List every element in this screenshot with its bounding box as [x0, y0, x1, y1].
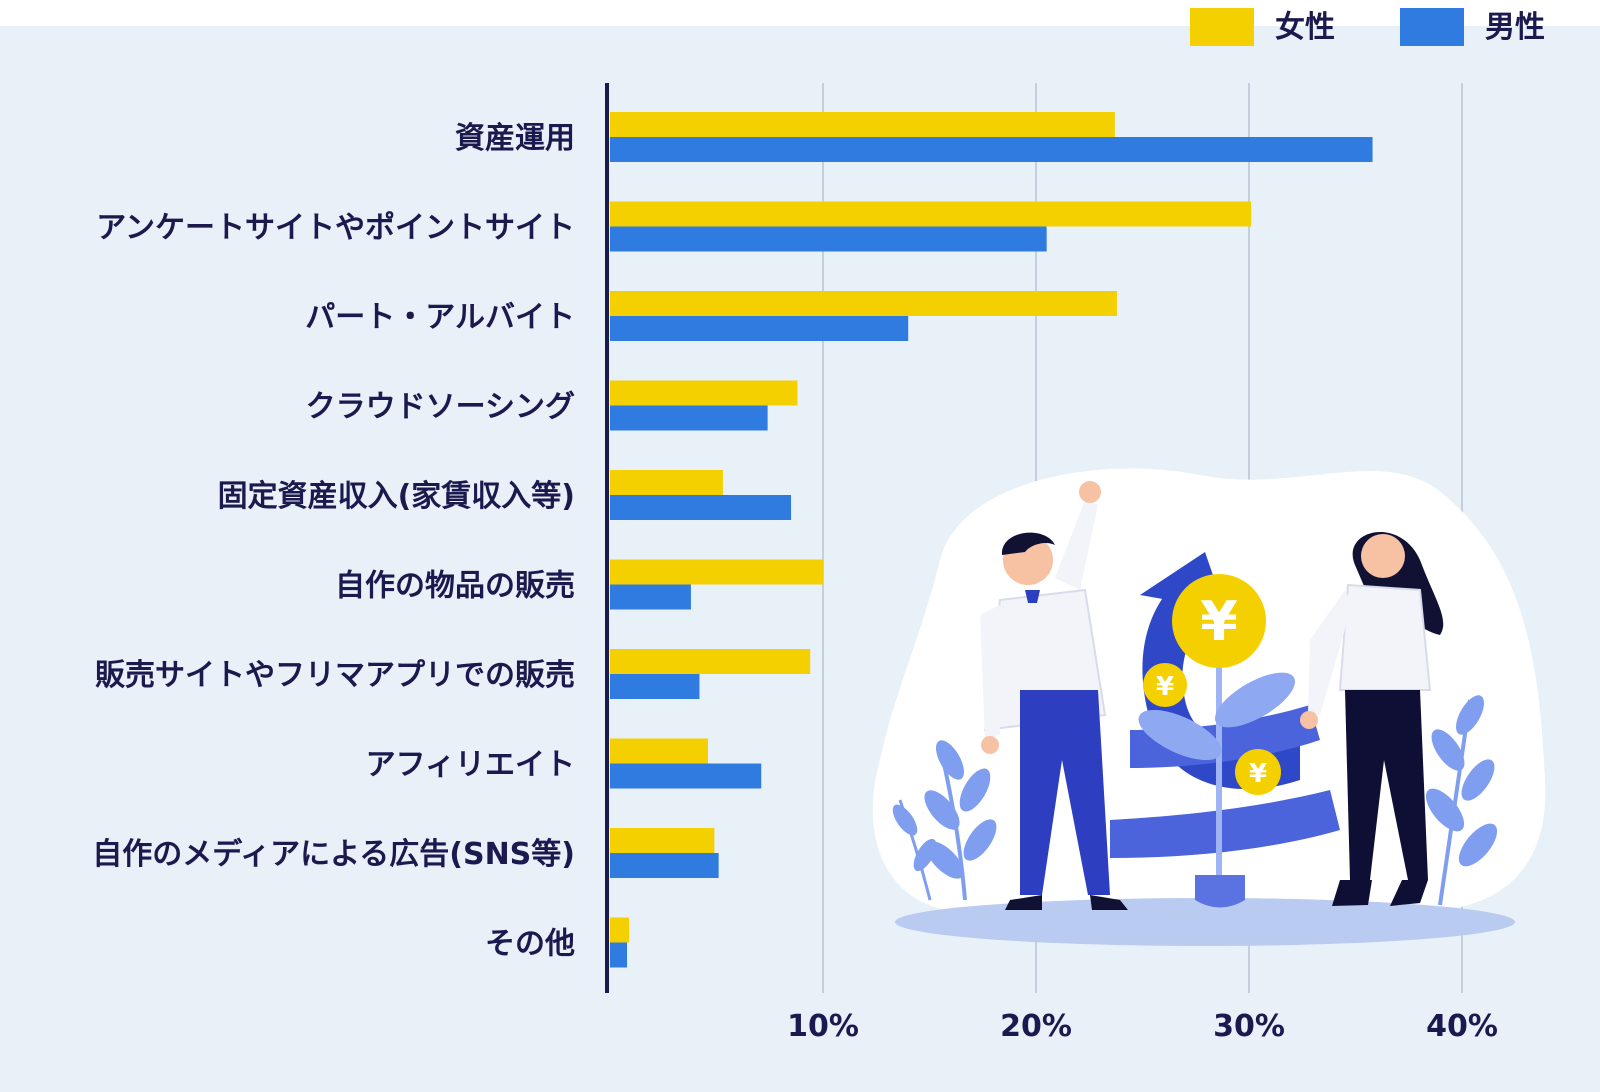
bar-male: [610, 763, 762, 789]
category-label: クラウドソーシング: [306, 390, 575, 425]
x-tick-label: 30%: [1213, 1009, 1285, 1044]
category-label: パート・アルバイト: [305, 300, 575, 335]
category-label: 自作のメディアによる広告(SNS等): [92, 837, 575, 872]
bar-female: [610, 291, 1117, 316]
man-figure-icon: [980, 481, 1128, 910]
category-label: アンケートサイトやポイントサイト: [96, 211, 575, 246]
legend-label-female: 女性: [1275, 10, 1335, 45]
bar-female: [610, 470, 723, 495]
bar-female: [610, 828, 715, 853]
bar-male: [610, 405, 768, 431]
leaf-plant-icon: [892, 740, 997, 901]
bars-layer: [610, 112, 1373, 968]
people-with-yen-money-plant-illustration: ¥ ¥ ¥: [872, 468, 1546, 946]
category-label: 資産運用: [455, 121, 575, 156]
leaf-plant-icon: [1425, 695, 1498, 906]
svg-text:¥: ¥: [1249, 759, 1267, 789]
category-label: 自作の物品の販売: [335, 569, 575, 604]
category-label: その他: [485, 927, 575, 962]
x-tick-label: 20%: [1000, 1009, 1072, 1044]
bar-female: [610, 380, 798, 406]
ground-shadow-icon: [895, 898, 1515, 946]
bar-female: [610, 112, 1115, 137]
x-tick-label: 40%: [1426, 1009, 1498, 1044]
bar-male: [610, 495, 792, 520]
bar-female: [610, 559, 823, 585]
yen-coin-icon: ¥: [1143, 663, 1187, 707]
bar-male: [610, 674, 700, 699]
bar-male: [610, 137, 1373, 162]
legend-swatch-male: [1400, 8, 1464, 46]
bar-male: [610, 853, 719, 878]
bar-male: [610, 316, 909, 341]
legend: 女性 男性: [1190, 8, 1545, 46]
x-axis-ticks: 10% 20% 30% 40%: [787, 1009, 1498, 1044]
category-label: アフィリエイト: [366, 748, 575, 783]
legend-swatch-female: [1190, 8, 1254, 46]
bar-male: [610, 584, 691, 610]
bar-female: [610, 917, 630, 943]
yen-coin-icon: ¥: [1235, 749, 1281, 795]
svg-text:¥: ¥: [1156, 672, 1174, 702]
yen-coin-icon: ¥: [1172, 574, 1266, 668]
bar-male: [610, 942, 628, 968]
bar-female: [610, 649, 811, 674]
svg-text:¥: ¥: [1200, 590, 1238, 653]
category-label: 販売サイトやフリマアプリでの販売: [95, 658, 575, 693]
bar-female: [610, 201, 1252, 227]
legend-label-male: 男性: [1485, 10, 1545, 45]
bar-female: [610, 738, 708, 764]
woman-figure-icon: [1300, 532, 1444, 906]
category-label: 固定資産収入(家賃収入等): [218, 479, 575, 514]
category-labels: 資産運用アンケートサイトやポイントサイトパート・アルバイトクラウドソーシング固定…: [92, 121, 575, 962]
bar-male: [610, 226, 1047, 252]
x-tick-label: 10%: [787, 1009, 859, 1044]
